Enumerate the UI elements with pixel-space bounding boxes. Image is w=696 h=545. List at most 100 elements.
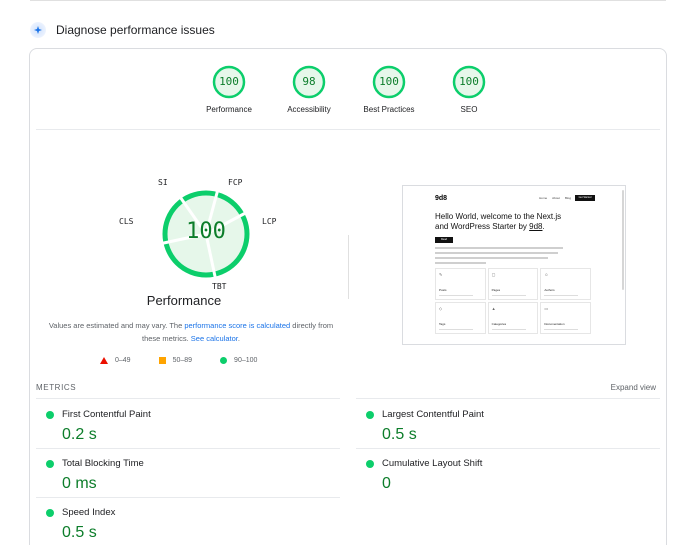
gauge-score: 100 bbox=[219, 75, 239, 88]
metric-name: Speed Index bbox=[62, 507, 116, 518]
triangle-icon bbox=[100, 357, 108, 364]
metrics-header: METRICS Expand view bbox=[36, 383, 660, 397]
screenshot-logo: 9d8 bbox=[435, 195, 448, 202]
category-gauges: 100 Performance 98 Accessibility 100 Bes… bbox=[30, 49, 666, 129]
gauge-label-cls: CLS bbox=[119, 217, 134, 226]
note-text: Values are estimated and may vary. The bbox=[48, 321, 185, 330]
metric-cls: Cumulative Layout Shift 0 bbox=[356, 450, 656, 498]
screenshot-card: ☺ Authors bbox=[540, 268, 591, 300]
legend-average-label: 50–89 bbox=[172, 357, 193, 364]
metric-name: Cumulative Layout Shift bbox=[382, 458, 483, 469]
gauge-best-practices[interactable]: 100 Best Practices bbox=[344, 65, 434, 114]
square-icon bbox=[158, 357, 166, 364]
gauge-label: Performance bbox=[206, 105, 252, 114]
screenshot-nav-link: About bbox=[552, 196, 560, 200]
card-title: Categories bbox=[491, 322, 507, 326]
circle-icon bbox=[220, 357, 228, 364]
tag-icon: ◇ bbox=[439, 306, 443, 311]
note-text: directly from these metrics. bbox=[142, 321, 334, 343]
card-title: Documentation bbox=[544, 322, 565, 326]
metric-value: 0.5 s bbox=[382, 426, 417, 443]
performance-score: 100 bbox=[186, 219, 226, 244]
screenshot-cta: Get Started bbox=[575, 195, 595, 201]
legend-fail: 0–49 bbox=[100, 357, 131, 364]
shapes-icon: ▲ bbox=[491, 306, 496, 311]
card-title: Posts bbox=[439, 288, 447, 292]
gauge-label: Best Practices bbox=[363, 105, 415, 114]
gauge-score: 100 bbox=[379, 75, 399, 88]
card-title: Pages bbox=[491, 288, 501, 292]
screenshot-nav-link: Blog bbox=[564, 196, 571, 200]
vertical-divider bbox=[348, 235, 349, 299]
gauge-score: 100 bbox=[459, 75, 479, 88]
pass-dot-icon bbox=[46, 411, 54, 419]
metric-divider bbox=[36, 448, 340, 449]
gauge-seo[interactable]: 100 SEO bbox=[424, 65, 514, 114]
pass-dot-icon bbox=[366, 460, 374, 468]
screenshot-card: ◇ Tags bbox=[435, 302, 486, 334]
screenshot-nav-links: Home About Blog bbox=[534, 196, 571, 200]
pass-dot-icon bbox=[366, 411, 374, 419]
metric-name: First Contentful Paint bbox=[62, 409, 151, 420]
gauge-label-tbt: TBT bbox=[212, 282, 227, 291]
metric-value: 0.2 s bbox=[62, 426, 97, 443]
gauge-label-fcp: FCP bbox=[228, 178, 243, 187]
legend-pass-label: 90–100 bbox=[234, 357, 258, 364]
legend-pass: 90–100 bbox=[220, 357, 257, 364]
metric-divider bbox=[356, 448, 660, 449]
screenshot-card: ✎ Posts bbox=[435, 268, 486, 300]
gauge-label: Accessibility bbox=[287, 105, 331, 114]
performance-gauge: SI FCP LCP TBT CLS 100 bbox=[116, 178, 296, 304]
gauge-accessibility[interactable]: 98 Accessibility bbox=[264, 65, 354, 114]
metric-name: Total Blocking Time bbox=[62, 458, 144, 469]
gauge-score: 98 bbox=[302, 75, 316, 88]
legend-fail-label: 0–49 bbox=[115, 357, 131, 364]
legend-average: 50–89 bbox=[158, 357, 193, 364]
page-icon: ▢ bbox=[491, 272, 496, 277]
metric-name: Largest Contentful Paint bbox=[382, 409, 484, 420]
screenshot-badge: Read bbox=[435, 237, 453, 243]
screenshot-nav-link: Home bbox=[539, 196, 548, 200]
report-card: 100 Performance 98 Accessibility 100 Bes… bbox=[29, 48, 667, 545]
user-icon: ☺ bbox=[544, 272, 549, 277]
gauge-label-lcp: LCP bbox=[262, 217, 277, 226]
metric-value: 0.5 s bbox=[62, 524, 97, 541]
screenshot-card: ▢ Pages bbox=[487, 268, 539, 300]
score-note: Values are estimated and may vary. The p… bbox=[44, 319, 338, 345]
performance-title: Performance bbox=[146, 293, 222, 308]
metric-divider bbox=[356, 398, 660, 399]
screenshot-nav: 9d8 Home About Blog Get Started bbox=[435, 195, 595, 205]
top-divider bbox=[30, 0, 666, 1]
gauge-performance[interactable]: 100 Performance bbox=[184, 65, 274, 114]
score-legend: 0–49 50–89 90–100 bbox=[100, 357, 285, 364]
metric-divider bbox=[36, 497, 340, 498]
category-divider bbox=[36, 129, 660, 130]
metric-fcp: First Contentful Paint 0.2 s bbox=[36, 401, 336, 449]
screenshot-paragraph bbox=[435, 247, 563, 267]
folder-icon: ▭ bbox=[544, 306, 549, 311]
card-title: Authors bbox=[544, 288, 555, 292]
hero-text: . bbox=[542, 222, 545, 231]
metric-value: 0 bbox=[382, 475, 391, 492]
metric-divider bbox=[36, 398, 340, 399]
screenshot-hero: Hello World, welcome to the Next.js and … bbox=[435, 212, 595, 232]
section-header: Diagnose performance issues bbox=[30, 18, 215, 42]
score-calculated-link[interactable]: performance score is calculated bbox=[184, 321, 291, 330]
note-text: . bbox=[237, 334, 240, 343]
sparkle-icon bbox=[30, 22, 46, 38]
metric-lcp: Largest Contentful Paint 0.5 s bbox=[356, 401, 656, 449]
hero-link: 9d8 bbox=[529, 222, 543, 231]
metric-tbt: Total Blocking Time 0 ms bbox=[36, 450, 336, 498]
pass-dot-icon bbox=[46, 509, 54, 517]
metrics-heading: METRICS bbox=[36, 383, 77, 392]
expand-view-button[interactable]: Expand view bbox=[610, 383, 656, 392]
pencil-icon: ✎ bbox=[439, 272, 443, 277]
pass-dot-icon bbox=[46, 460, 54, 468]
gauge-label: SEO bbox=[460, 105, 478, 114]
screenshot-card: ▭ Documentation bbox=[540, 302, 591, 334]
screenshot-card-grid: ✎ Posts ▢ Pages ☺ Authors ◇ Tags ▲ Categories… bbox=[435, 268, 591, 334]
screenshot-scrollbar bbox=[622, 190, 624, 290]
see-calculator-link[interactable]: See calculator bbox=[190, 334, 238, 343]
screenshot-card: ▲ Categories bbox=[487, 302, 539, 334]
page-screenshot[interactable]: 9d8 Home About Blog Get Started Hello Wo… bbox=[402, 185, 626, 345]
